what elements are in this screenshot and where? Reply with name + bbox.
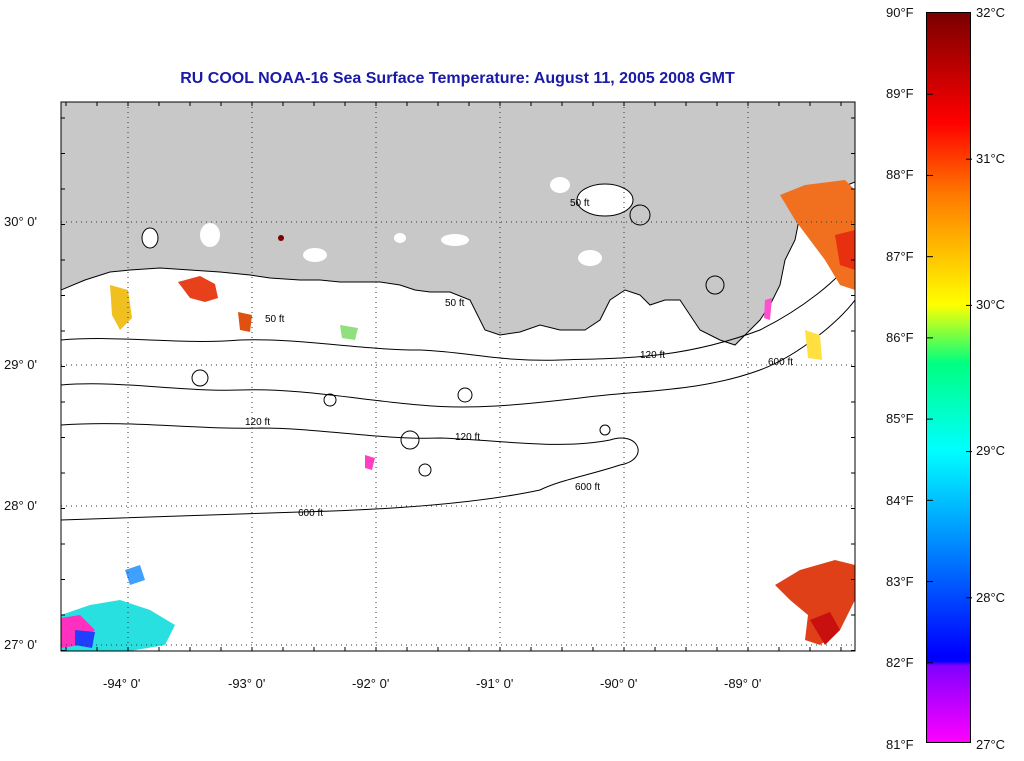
colorbar-f-label: 87°F (886, 249, 914, 264)
colorbar-c-label: 31°C (976, 151, 1006, 166)
sst-patches (61, 180, 855, 651)
lon-label: -90° 0' (600, 676, 638, 691)
lat-label: 27° 0' (4, 637, 37, 652)
land-mass (61, 102, 855, 346)
lon-label: -93° 0' (228, 676, 266, 691)
contour-label: 120 ft (455, 432, 480, 443)
colorbar-c-label: 28°C (976, 590, 1006, 605)
colorbar-f-label: 83°F (886, 574, 914, 589)
contour-label: 600 ft (298, 508, 323, 519)
colorbar-f-label: 90°F (886, 5, 914, 20)
colorbar-c-label: 30°C (976, 297, 1006, 312)
colorbar-f-label: 84°F (886, 493, 914, 508)
colorbar-f-label: 85°F (886, 411, 914, 426)
colorbar-f-label: 86°F (886, 330, 914, 345)
depth-contours (61, 204, 855, 521)
contour-label: 50 ft (445, 298, 465, 309)
lon-label: -89° 0' (724, 676, 762, 691)
colorbar-c-label: 27°C (976, 737, 1006, 752)
colorbar-f-label: 88°F (886, 167, 914, 182)
colorbar-f-label: 81°F (886, 737, 914, 752)
map-title: RU COOL NOAA-16 Sea Surface Temperature:… (180, 70, 735, 87)
temperature-colorbar (926, 12, 972, 743)
contour-label: 120 ft (245, 417, 270, 428)
contour-label: 600 ft (768, 357, 793, 368)
lakes (141, 177, 634, 266)
lon-label: -94° 0' (103, 676, 141, 691)
map-frame (60, 101, 856, 652)
lon-label: -92° 0' (352, 676, 390, 691)
axis-ticks (61, 102, 855, 651)
contour-label: 50 ft (265, 314, 285, 325)
lon-label: -91° 0' (476, 676, 514, 691)
colorbar-f-label: 82°F (886, 655, 914, 670)
lat-label: 28° 0' (4, 498, 37, 513)
lat-label: 29° 0' (4, 357, 37, 372)
colorbar-f-label: 89°F (886, 86, 914, 101)
lat-label: 30° 0' (4, 214, 37, 229)
contour-label: 120 ft (640, 350, 665, 361)
contour-label: 50 ft (570, 198, 590, 209)
colorbar-c-label: 32°C (976, 5, 1006, 20)
contour-label: 600 ft (575, 482, 600, 493)
colorbar-c-label: 29°C (976, 443, 1006, 458)
